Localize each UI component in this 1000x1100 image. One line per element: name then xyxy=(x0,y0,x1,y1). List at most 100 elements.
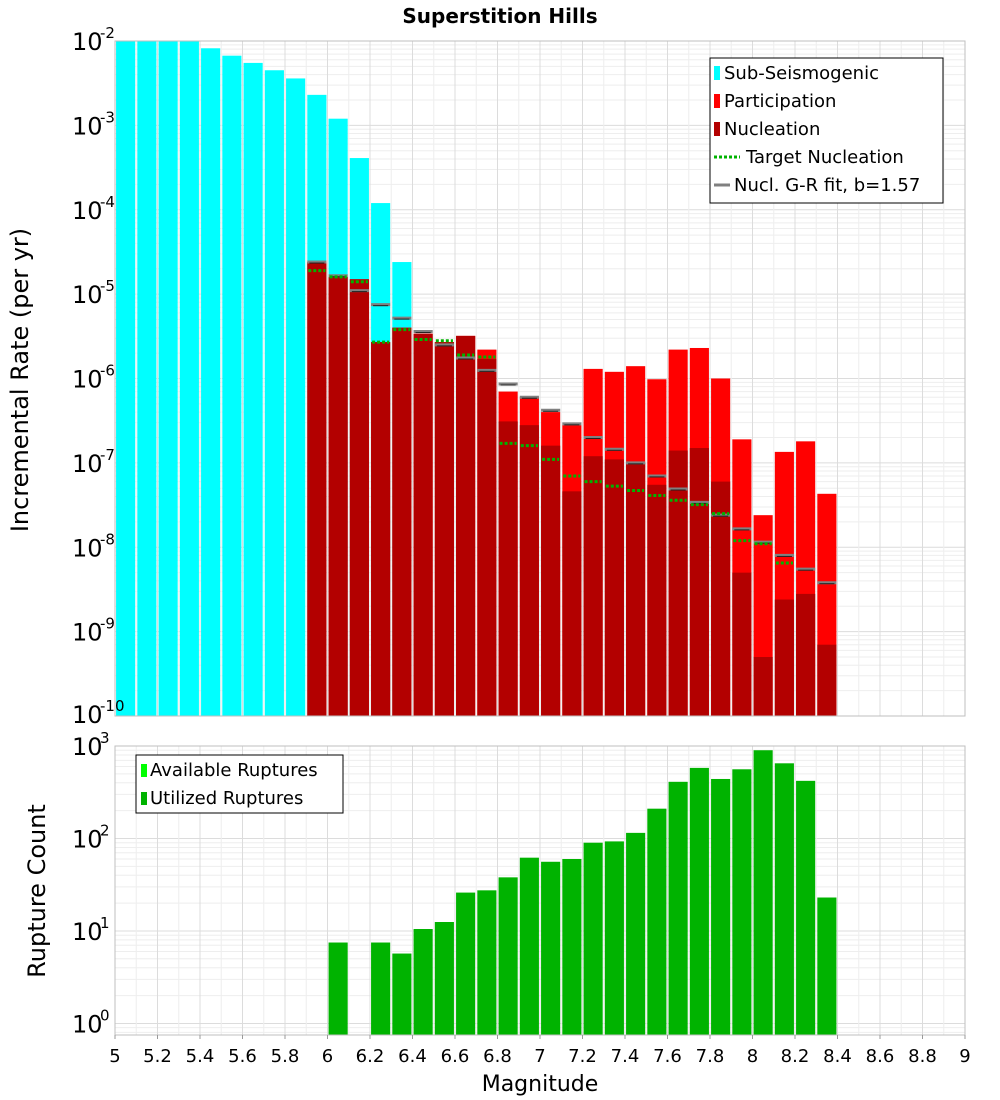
nucleation-bar xyxy=(689,448,709,716)
rate-chart-y-ticks: 10-210-310-410-510-610-710-810-910-10 xyxy=(72,24,125,729)
x-tick-label: 5.2 xyxy=(143,1046,172,1067)
x-tick-label: 6.4 xyxy=(398,1046,427,1067)
nucleation-bar xyxy=(392,327,412,716)
rate-y-tick-exponent: -8 xyxy=(100,530,115,548)
count-chart-legend: Available Ruptures Utilized Ruptures xyxy=(135,754,344,814)
utilized-ruptures-bar xyxy=(562,858,582,1035)
utilized-ruptures-bar xyxy=(583,842,603,1035)
nucleation-bar xyxy=(753,657,773,716)
nucleation-bar xyxy=(626,462,646,716)
nucleation-bar xyxy=(456,335,476,716)
x-tick-label: 5.4 xyxy=(186,1046,215,1067)
utilized-ruptures-bar xyxy=(647,808,667,1035)
legend-label-sub-seismogenic: Sub-Seismogenic xyxy=(724,63,879,84)
count-y-tick-label: 10 xyxy=(72,825,103,853)
rate-y-tick-exponent: -7 xyxy=(100,446,115,464)
x-tick-label: 6.2 xyxy=(356,1046,385,1067)
utilized-ruptures-bar xyxy=(498,877,518,1035)
nucleation-bar xyxy=(413,333,433,716)
nucleation-bar xyxy=(519,425,539,716)
rate-chart-legend: Sub-Seismogenic Participation Nucleation Ta… xyxy=(709,57,944,204)
nucleation-bar xyxy=(711,481,731,716)
rate-chart-bars xyxy=(116,41,837,717)
nucleation-bar xyxy=(498,421,518,716)
nucleation-bar xyxy=(604,459,624,716)
x-tick-label: 7.4 xyxy=(611,1046,640,1067)
nucleation-bar xyxy=(817,644,837,716)
nucleation-bar xyxy=(541,445,561,716)
sub-seismogenic-bar xyxy=(264,70,284,716)
count-chart-legend-box xyxy=(135,754,344,814)
rate-y-tick-exponent: -5 xyxy=(100,277,115,295)
legend-swatch-nucleation xyxy=(714,122,720,136)
rate-y-tick-label: 10 xyxy=(72,366,103,394)
utilized-ruptures-bar xyxy=(519,857,539,1035)
x-tick-label: 8.4 xyxy=(823,1046,852,1067)
utilized-ruptures-bar xyxy=(604,841,624,1035)
count-y-tick-exponent: 1 xyxy=(100,914,110,932)
utilized-ruptures-bar xyxy=(434,922,454,1035)
sub-seismogenic-bar xyxy=(137,41,157,716)
rate-y-tick-label: 10 xyxy=(72,197,103,225)
nucleation-bar xyxy=(668,450,688,716)
count-chart-bars xyxy=(328,750,837,1035)
rate-y-tick-exponent: -10 xyxy=(100,697,125,715)
legend-swatch-available-ruptures xyxy=(141,764,147,777)
utilized-ruptures-bar xyxy=(477,890,497,1035)
nucleation-bar xyxy=(647,484,667,716)
x-tick-label: 7.8 xyxy=(696,1046,725,1067)
rate-y-tick-label: 10 xyxy=(72,281,103,309)
sub-seismogenic-bar xyxy=(243,62,263,716)
rate-y-tick-label: 10 xyxy=(72,28,103,56)
rate-y-tick-exponent: -2 xyxy=(100,24,115,42)
rate-chart-markers xyxy=(307,260,837,585)
rate-y-tick-exponent: -4 xyxy=(100,193,115,211)
rate-y-tick-label: 10 xyxy=(72,701,103,729)
nucleation-bar xyxy=(562,491,582,716)
x-tick-label: 7 xyxy=(534,1046,545,1067)
x-tick-label: 7.6 xyxy=(653,1046,682,1067)
x-tick-label: 5 xyxy=(109,1046,120,1067)
nucleation-bar xyxy=(732,572,752,716)
nucleation-bar xyxy=(477,359,497,716)
utilized-ruptures-bar xyxy=(689,767,709,1035)
nucleation-bar xyxy=(774,599,794,716)
count-y-tick-exponent: 2 xyxy=(100,821,110,839)
count-y-tick-label: 10 xyxy=(72,918,103,946)
rate-chart-y-axis-label: Incremental Rate (per yr) xyxy=(6,228,34,532)
nucleation-bar xyxy=(349,279,369,716)
utilized-ruptures-bar xyxy=(796,780,816,1035)
nucleation-bar xyxy=(583,456,603,716)
utilized-ruptures-bar xyxy=(626,832,646,1035)
legend-swatch-participation xyxy=(714,94,720,108)
utilized-ruptures-bar xyxy=(668,781,688,1035)
legend-swatch-sub-seismogenic xyxy=(714,66,720,80)
nucleation-bar xyxy=(796,593,816,716)
utilized-ruptures-bar xyxy=(456,892,476,1035)
nucleation-bar xyxy=(328,276,348,716)
utilized-ruptures-bar xyxy=(711,778,731,1035)
utilized-ruptures-bar xyxy=(732,769,752,1035)
rate-y-tick-exponent: -3 xyxy=(100,108,115,126)
utilized-ruptures-bar xyxy=(817,897,837,1035)
utilized-ruptures-bar xyxy=(541,861,561,1035)
chart-title: Superstition Hills xyxy=(402,4,597,28)
utilized-ruptures-bar xyxy=(774,763,794,1035)
x-axis-label: Magnitude xyxy=(482,1072,599,1097)
x-tick-label: 8.2 xyxy=(781,1046,810,1067)
sub-seismogenic-bar xyxy=(286,78,306,717)
legend-label-nucl-g-r-fit-b-1-57: Nucl. G-R fit, b=1.57 xyxy=(734,175,920,196)
rate-y-tick-label: 10 xyxy=(72,450,103,478)
utilized-ruptures-bar xyxy=(371,942,391,1035)
count-chart-x-ticks: 5 5.2 5.4 5.6 5.8 6 6.2 6.4 6.6 6.8 7 7.2 7.4 7.6 7.8 8… xyxy=(109,1035,971,1067)
x-tick-label: 5.8 xyxy=(271,1046,300,1067)
utilized-ruptures-bar xyxy=(328,942,348,1035)
legend-label-target-nucleation: Target Nucleation xyxy=(745,147,904,168)
count-y-tick-label: 10 xyxy=(72,1010,103,1038)
rate-chart: 10-210-310-410-510-610-710-810-910-10 In… xyxy=(6,24,966,729)
sub-seismogenic-bar xyxy=(158,41,178,716)
sub-seismogenic-bar xyxy=(222,55,242,717)
rate-chart-frame xyxy=(114,40,966,717)
